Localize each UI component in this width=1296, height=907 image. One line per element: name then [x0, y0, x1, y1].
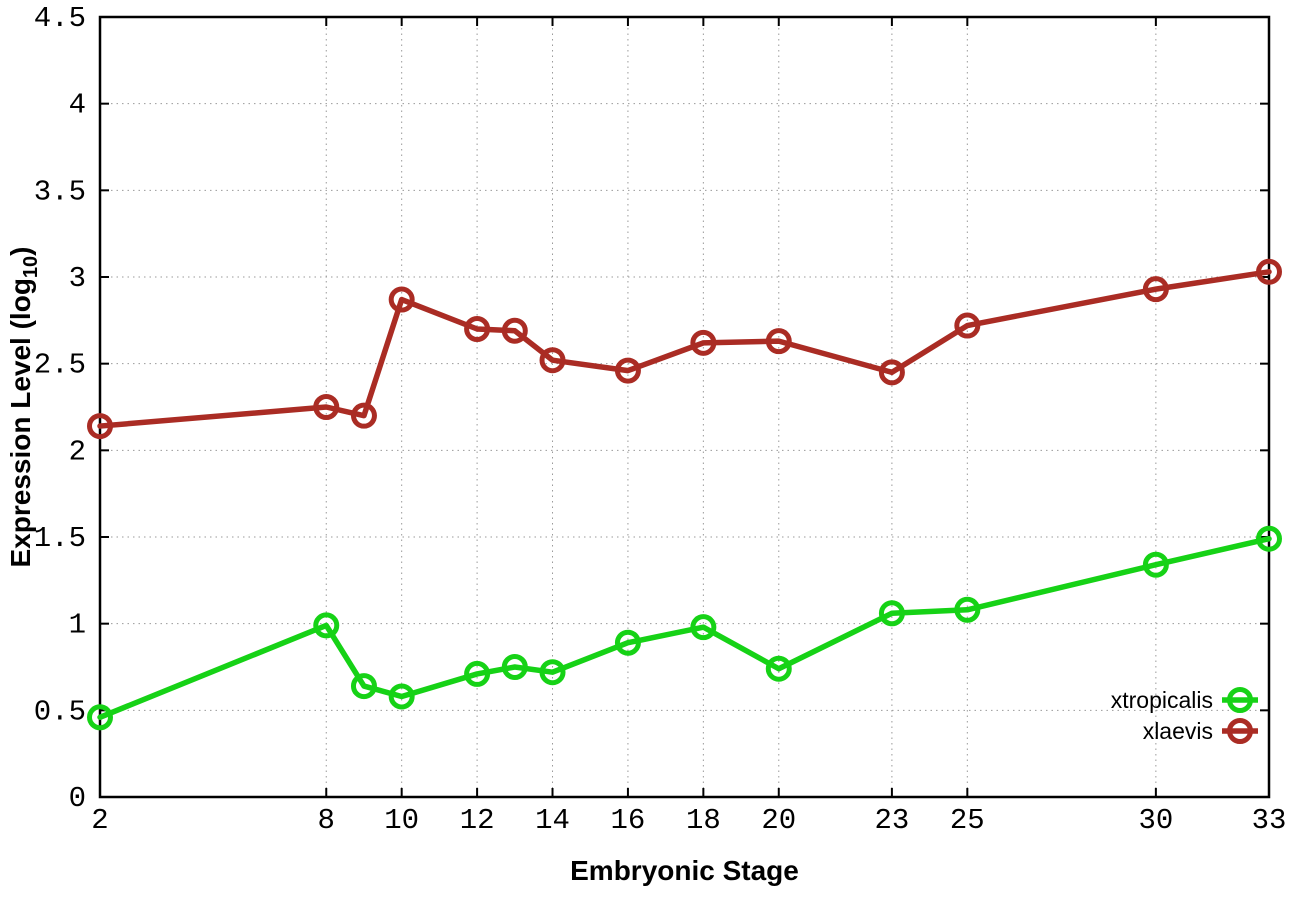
data-point-marker	[690, 329, 717, 356]
data-point-marker	[878, 600, 905, 627]
data-point-marker	[614, 357, 641, 384]
y-tick-label: 3.5	[34, 175, 86, 208]
y-tick-label: 0	[69, 782, 86, 815]
x-tick-label: 18	[686, 804, 721, 837]
y-axis-title-main: Expression Level (log	[5, 278, 36, 567]
data-point-marker	[1256, 258, 1282, 285]
data-point-marker	[539, 347, 566, 374]
x-tick-label: 20	[761, 804, 796, 837]
x-tick-label: 14	[535, 804, 570, 837]
y-axis-title-close: )	[5, 247, 36, 256]
legend-marker-sample	[1227, 718, 1253, 744]
series-line	[97, 269, 1272, 429]
data-point-marker	[539, 659, 566, 686]
data-point-marker	[464, 660, 491, 687]
y-tick-label: 1	[69, 609, 86, 642]
y-tick-label: 4.5	[34, 2, 86, 35]
y-axis-title-subscript: 10	[20, 256, 42, 278]
y-axis-tick-labels: 0 0.5 1 1.5 2 2.5 3 3.5 4 4.5	[34, 2, 86, 815]
axis-tick-marks	[99, 16, 1270, 798]
x-tick-label: 10	[384, 804, 419, 837]
legend: xtropicalis xlaevis	[1111, 687, 1258, 744]
x-tick-label: 25	[950, 804, 985, 837]
x-tick-label: 2	[91, 804, 108, 837]
series-xlaevis	[87, 258, 1282, 440]
data-point-marker	[388, 286, 415, 313]
data-point-marker	[464, 316, 491, 342]
data-point-marker	[878, 359, 905, 386]
series-xtropicalis	[87, 525, 1282, 731]
y-axis-title: Expression Level (log10)	[5, 247, 42, 568]
data-point-marker	[501, 317, 528, 344]
data-point-marker	[954, 312, 981, 339]
data-point-marker	[1256, 525, 1282, 552]
data-point-marker	[765, 328, 792, 355]
data-point-marker	[690, 614, 717, 641]
y-tick-label: 3	[69, 262, 86, 295]
y-tick-label: 2	[69, 435, 86, 468]
legend-entry-xtropicalis: xtropicalis	[1111, 687, 1258, 713]
data-point-marker	[87, 413, 113, 440]
y-tick-label: 4	[69, 89, 86, 122]
data-point-marker	[350, 402, 377, 429]
data-series	[87, 258, 1282, 731]
x-axis-tick-labels: 2 8 10 12 14 16 18 20 23 25 30 33	[91, 804, 1286, 837]
data-point-marker	[350, 673, 377, 700]
x-axis-title: Embryonic Stage	[570, 855, 799, 886]
y-tick-label: 2.5	[34, 349, 86, 382]
series-line	[97, 535, 1272, 721]
data-point-marker	[614, 629, 641, 656]
legend-label: xlaevis	[1143, 718, 1213, 744]
y-tick-label: 1.5	[34, 522, 86, 555]
data-point-marker	[765, 655, 792, 682]
x-tick-label: 33	[1252, 804, 1287, 837]
legend-entry-xlaevis: xlaevis	[1143, 718, 1258, 744]
data-point-marker	[1142, 551, 1169, 578]
legend-marker-sample	[1227, 687, 1253, 713]
data-point-marker	[87, 704, 113, 731]
data-point-marker	[313, 394, 340, 420]
grid-lines	[100, 17, 1269, 797]
x-tick-label: 16	[611, 804, 646, 837]
x-tick-label: 8	[318, 804, 335, 837]
data-point-marker	[388, 683, 415, 710]
x-tick-label: 30	[1138, 804, 1173, 837]
x-tick-label: 23	[874, 804, 909, 837]
legend-label: xtropicalis	[1111, 687, 1213, 713]
data-point-marker	[954, 596, 981, 623]
y-tick-label: 0.5	[34, 695, 86, 728]
plot-border	[98, 15, 1271, 799]
data-point-marker	[501, 654, 528, 680]
data-point-marker	[313, 612, 340, 639]
x-tick-label: 12	[460, 804, 495, 837]
data-point-marker	[1142, 276, 1169, 303]
